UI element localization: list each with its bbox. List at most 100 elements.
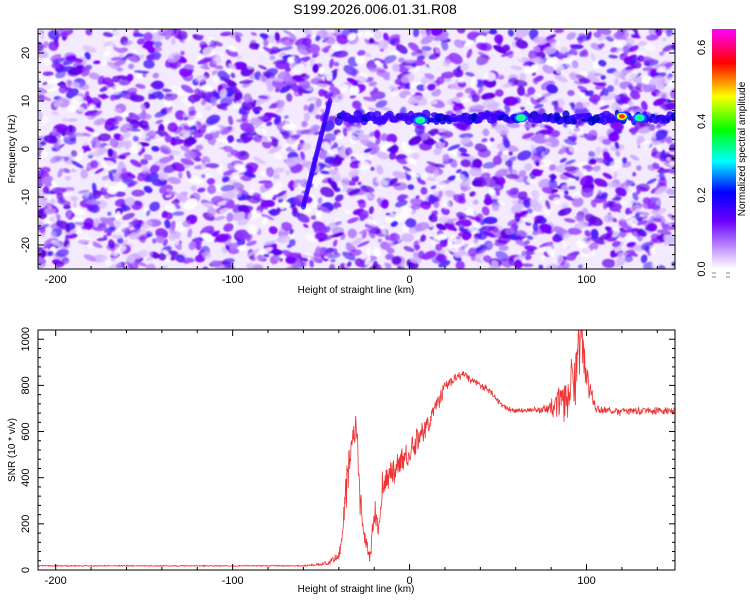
spectrogram-noise-blob	[530, 134, 544, 142]
spectrogram-noise-blob	[533, 46, 541, 51]
spectrogram-noise-blob	[388, 182, 401, 187]
spectrogram-noise-blob	[72, 201, 77, 209]
spectrogram-noise-blob	[275, 181, 283, 189]
spectrogram-noise-blob	[262, 217, 268, 226]
spectrogram-noise-blob	[555, 164, 569, 173]
spectrogram-noise-blob	[369, 148, 379, 155]
x-tick-label: -100	[222, 274, 244, 286]
y-tick-label: 600	[20, 422, 32, 440]
spectrogram-noise-blob	[85, 95, 93, 104]
spectrogram-noise-blob	[614, 94, 620, 100]
spectrogram-noise-blob	[613, 207, 621, 213]
spectrogram-noise-blob	[332, 232, 344, 238]
spectrogram-noise-blob	[534, 75, 544, 82]
snr-series-line	[38, 330, 675, 568]
spectrogram-noise-blob	[610, 120, 624, 132]
spectrogram-noise-blob	[59, 29, 74, 37]
spectrogram-noise-blob	[542, 64, 554, 74]
spectrogram-noise-blob	[525, 254, 532, 261]
spectrogram-noise-blob	[60, 158, 65, 163]
spectrogram-noise-blob	[83, 254, 98, 262]
spectrogram-noise-blob	[325, 73, 333, 81]
spectrogram-noise-blob	[538, 178, 551, 189]
spectrogram-noise-blob	[597, 43, 605, 49]
spectrogram-streak-cell	[327, 98, 333, 104]
spectrogram-noise-blob	[172, 211, 185, 216]
spectrogram-noise-blob	[347, 147, 353, 155]
spectrogram-noise-blob	[383, 63, 388, 70]
spectrogram-noise-blob	[521, 217, 534, 224]
spectrogram-noise-blob	[532, 222, 539, 232]
spectrogram-noise-blob	[56, 220, 70, 230]
spectrogram-noise-blob	[569, 72, 578, 80]
spectrogram-noise-blob	[656, 235, 662, 240]
spectrogram-noise-blob	[565, 63, 573, 69]
spectrogram-noise-blob	[424, 73, 435, 80]
spectrogram-noise-blob	[201, 99, 207, 106]
spectrogram-noise-blob	[531, 122, 536, 128]
spectrogram-peak-core	[417, 118, 424, 123]
spectrogram-noise-blob	[285, 170, 291, 176]
spectrogram-noise-blob	[201, 251, 212, 259]
spectrogram-noise-blob	[226, 135, 235, 144]
spectrogram-noise-blob	[505, 227, 515, 235]
spectrogram-noise-blob	[196, 121, 203, 131]
spectrogram-noise-blob	[563, 138, 577, 146]
spectrogram-noise-blob	[323, 49, 330, 53]
spectrogram-noise-blob	[38, 198, 48, 208]
spectrogram-noise-blob	[183, 64, 195, 70]
spectrogram-noise-blob	[562, 240, 571, 247]
spectrogram-noise-blob	[609, 159, 623, 170]
y-tick-label: 0	[20, 146, 32, 152]
spectrogram-noise-blob	[458, 193, 466, 203]
spectrogram-noise-blob	[455, 173, 466, 181]
spectrogram-noise-blob	[570, 127, 584, 136]
spectrogram-noise-blob	[588, 150, 596, 158]
spectrogram-noise-blob	[219, 207, 231, 215]
spectrogram-noise-blob	[577, 264, 583, 269]
spectrogram-noise-blob	[113, 59, 126, 66]
spectrogram-noise-blob	[318, 66, 325, 75]
spectrogram-noise-blob	[556, 254, 564, 265]
spectrogram-noise-blob	[135, 83, 146, 89]
spectrogram-noise-blob	[497, 74, 505, 80]
spectrogram-noise-blob	[551, 174, 557, 180]
spectrogram-noise-blob	[282, 130, 290, 140]
spectrogram-noise-blob	[92, 190, 104, 196]
spectrogram-noise-blob	[357, 29, 363, 38]
spectrogram-noise-blob	[211, 70, 218, 76]
spectrogram-noise-blob	[456, 150, 462, 158]
spectrogram-noise-blob	[283, 115, 289, 119]
spectrogram-noise-blob	[473, 237, 479, 244]
spectrogram-noise-blob	[606, 229, 614, 237]
spectrogram-band-cell	[382, 116, 389, 122]
spectrogram-noise-blob	[659, 51, 665, 56]
spectrogram-noise-blob	[131, 189, 145, 197]
spectrogram-noise-blob	[183, 198, 198, 210]
spectrogram-x-ticks: -200 -100 0 100	[45, 29, 658, 286]
spectrogram-noise-blob	[312, 63, 319, 73]
spectrogram-noise-blob	[46, 204, 53, 210]
snr-background	[38, 330, 675, 570]
spectrogram-noise-blob	[524, 64, 539, 74]
spectrogram-noise-blob	[263, 253, 270, 258]
spectrogram-noise-blob	[456, 92, 464, 98]
spectrogram-noise-blob	[199, 91, 206, 99]
spectrogram-noise-blob	[53, 102, 61, 108]
spectrogram-noise-blob	[114, 245, 127, 254]
spectrogram-noise-blob	[223, 169, 235, 176]
spectrogram-noise-blob	[461, 40, 466, 45]
spectrogram-noise-blob	[324, 156, 335, 164]
spectrogram-noise-blob	[47, 86, 60, 92]
spectrogram-noise-blob	[262, 46, 276, 54]
spectrogram-noise-blob	[114, 224, 128, 232]
spectrogram-noise-blob	[642, 201, 655, 210]
spectrogram-noise-blob	[80, 67, 90, 77]
spectrogram-noise-blob	[379, 106, 393, 112]
spectrogram-noise-blob	[329, 58, 334, 69]
spectrogram-noise-blob	[606, 85, 615, 93]
spectrogram-noise-blob	[177, 30, 188, 41]
colorbar-label: Normalized spectral amplitude	[737, 81, 748, 216]
spectrogram-noise-blob	[279, 46, 293, 51]
spectrogram-noise-blob	[660, 149, 666, 160]
